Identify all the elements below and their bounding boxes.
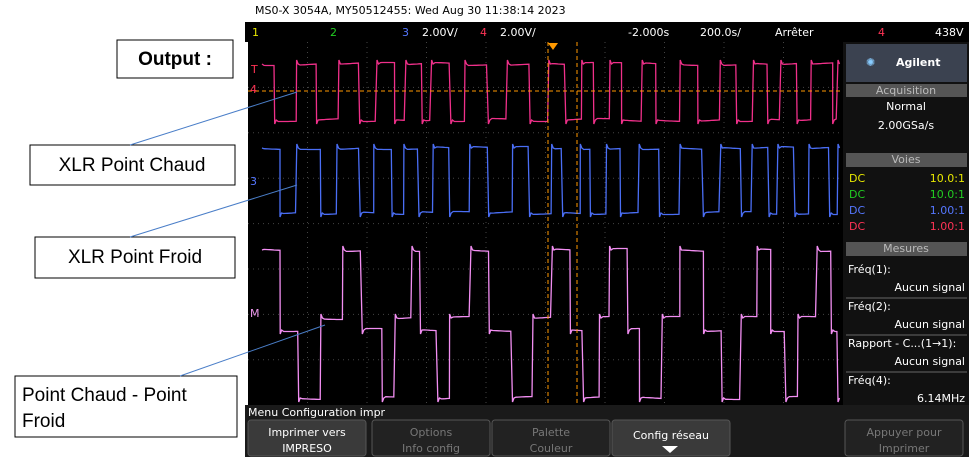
measure-label: Rapport - C...(1→1): xyxy=(848,337,956,350)
acq-rate: 2.00GSa/s xyxy=(878,119,934,132)
measure-label: Fréq(4): xyxy=(848,374,891,387)
run-state: Arrêter xyxy=(775,26,814,39)
channel-coupling: DC xyxy=(849,220,865,233)
channel-label: 4 xyxy=(480,26,487,39)
channel-label: 1 xyxy=(252,26,259,39)
brand-logo: ✺ xyxy=(866,56,875,69)
softkey-label: Palette xyxy=(532,426,570,439)
channel-coupling: DC xyxy=(849,188,865,201)
channel-probe: 1.00:1 xyxy=(930,220,965,233)
channel-probe: 10.0:1 xyxy=(930,188,965,201)
softkey-label: Imprimer vers xyxy=(268,426,346,439)
trigger-level: 438V xyxy=(935,26,964,39)
softkey-label: Couleur xyxy=(530,442,573,455)
softkey-label: Imprimer xyxy=(879,442,930,455)
brand: Agilent xyxy=(896,56,940,69)
screenshot: MS0-X 3054A, MY50512455: Wed Aug 30 11:3… xyxy=(0,0,969,457)
softkey-label: Config réseau xyxy=(633,429,709,442)
channel-probe: 1.00:1 xyxy=(930,204,965,217)
annotation: Froid xyxy=(22,411,65,432)
section-title: Acquisition xyxy=(876,84,936,97)
channel-coupling: DC xyxy=(849,172,865,185)
time-offset: -2.000s xyxy=(628,26,669,39)
annotation: XLR Point Froid xyxy=(68,247,202,268)
status-bar xyxy=(245,22,969,42)
channel-scale: 2.00V/ xyxy=(422,26,458,39)
measure-value: Aucun signal xyxy=(894,318,965,331)
menu-title: Menu Configuration impr xyxy=(248,406,386,419)
softkey-label: Options xyxy=(410,426,453,439)
channel-probe: 10.0:1 xyxy=(930,172,965,185)
channel-scale: 2.00V/ xyxy=(500,26,536,39)
measure-value: Aucun signal xyxy=(894,281,965,294)
measure-label: Fréq(2): xyxy=(848,300,891,313)
channel-coupling: DC xyxy=(849,204,865,217)
section-title: Mesures xyxy=(883,242,929,255)
screen-marker: 4 xyxy=(250,83,257,96)
channel-label: 3 xyxy=(402,26,409,39)
softkey-label: Appuyer pour xyxy=(867,426,942,439)
softkey-label: Info config xyxy=(402,442,460,455)
section-title: Voies xyxy=(892,153,921,166)
trigger-channel: 4 xyxy=(878,26,885,39)
measure-label: Fréq(1): xyxy=(848,263,891,276)
annotation: XLR Point Chaud xyxy=(59,155,206,176)
screen-marker: M xyxy=(250,307,260,320)
time-scale: 200.0s/ xyxy=(700,26,741,39)
screen-marker: 3 xyxy=(250,175,257,188)
annotation: Output : xyxy=(138,49,212,70)
header-title: MS0-X 3054A, MY50512455: Wed Aug 30 11:3… xyxy=(255,4,566,17)
channel-label: 2 xyxy=(330,26,337,39)
softkey-label: IMPRESO xyxy=(282,442,332,455)
screen-marker: T xyxy=(250,63,258,76)
measure-value: Aucun signal xyxy=(894,355,965,368)
annotation: Point Chaud - Point xyxy=(22,385,187,406)
measure-value: 6.14MHz xyxy=(917,392,965,405)
acq-mode: Normal xyxy=(886,100,926,113)
